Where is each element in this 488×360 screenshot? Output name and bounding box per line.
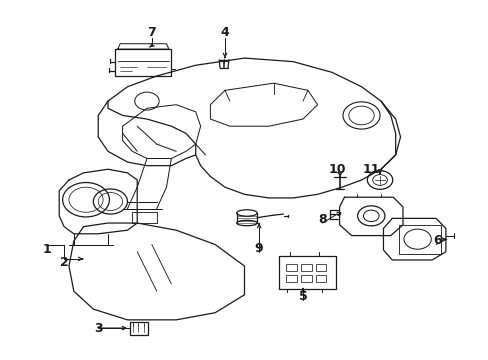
Text: 3: 3 (94, 322, 102, 335)
Bar (132, 212, 157, 223)
Bar (286, 275, 297, 282)
Text: 6: 6 (432, 234, 441, 247)
Bar (301, 275, 311, 282)
Text: 2: 2 (60, 256, 68, 269)
Text: 8: 8 (318, 213, 326, 226)
Text: 4: 4 (220, 27, 229, 40)
Bar (286, 264, 297, 271)
Bar (301, 264, 311, 271)
Bar (278, 256, 335, 289)
Bar (315, 264, 326, 271)
Text: 1: 1 (42, 243, 51, 256)
Bar (398, 225, 440, 254)
Text: 7: 7 (147, 27, 156, 40)
Text: 9: 9 (254, 242, 263, 255)
Bar (315, 275, 326, 282)
Text: 11: 11 (362, 163, 379, 176)
Bar (130, 321, 148, 334)
Text: 5: 5 (298, 290, 307, 303)
Text: 10: 10 (328, 163, 345, 176)
